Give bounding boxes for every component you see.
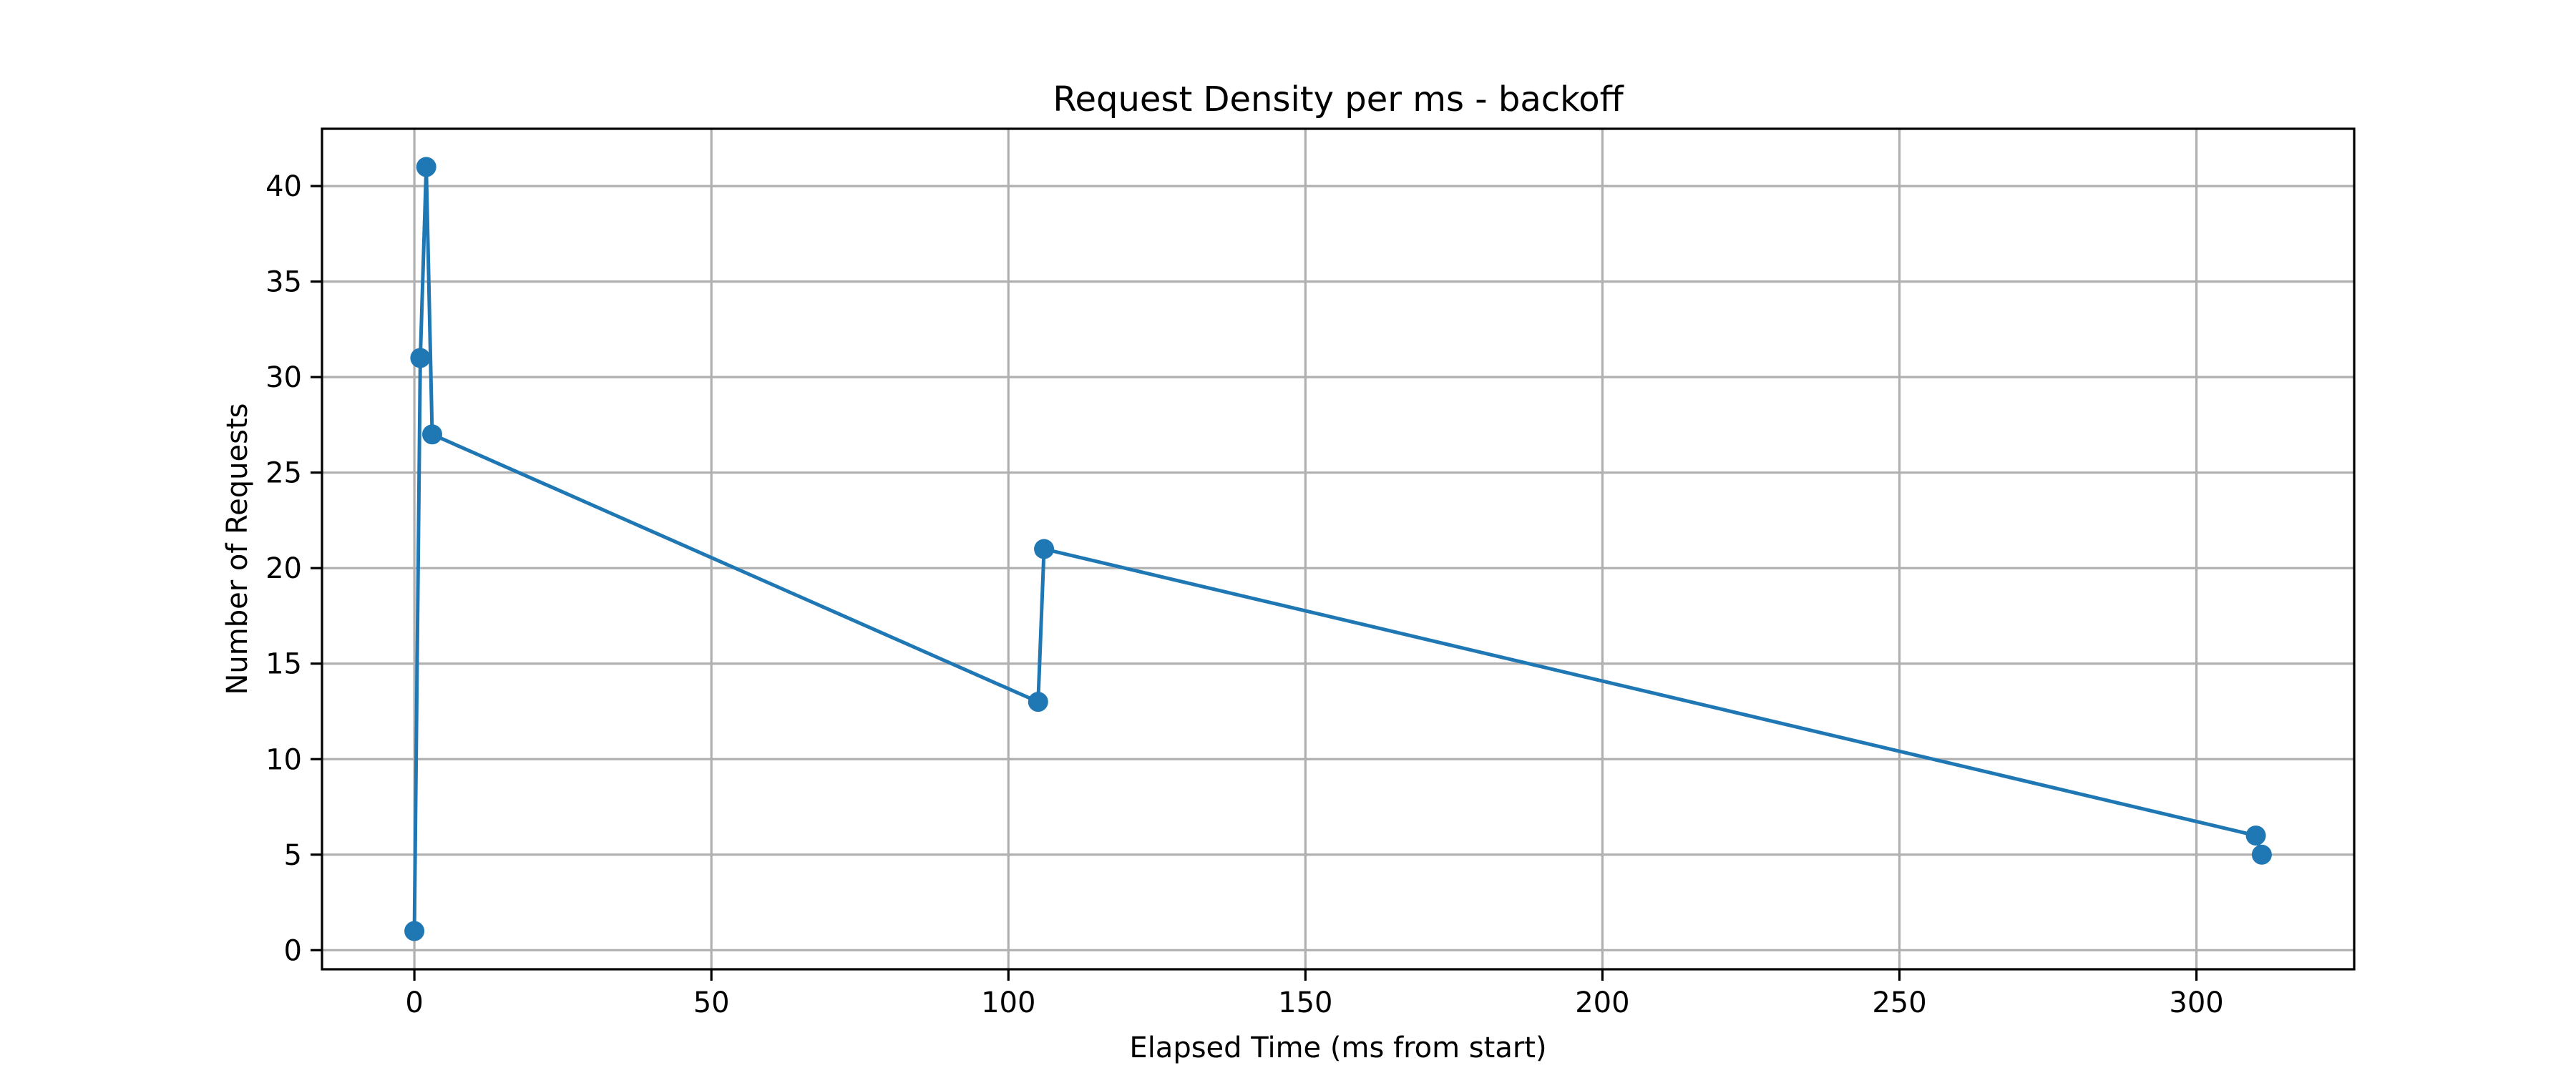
chart-title: Request Density per ms - backoff xyxy=(1053,79,1624,119)
series-layer xyxy=(404,157,2272,941)
y-axis-label: Number of Requests xyxy=(221,403,254,695)
y-tick-label: 10 xyxy=(265,743,302,776)
y-tick-label: 25 xyxy=(265,457,302,490)
data-point xyxy=(404,921,425,941)
y-tick-label: 5 xyxy=(284,839,302,872)
plot-area-frame xyxy=(321,127,2356,971)
data-point xyxy=(1034,539,1055,559)
data-point xyxy=(2245,825,2266,846)
data-point xyxy=(416,157,436,177)
x-tick-label: 200 xyxy=(1575,986,1629,1019)
data-point xyxy=(2251,844,2272,865)
x-tick-label: 250 xyxy=(1872,986,1926,1019)
x-tick-label: 150 xyxy=(1278,986,1332,1019)
x-axis-label: Elapsed Time (ms from start) xyxy=(1129,1032,1546,1064)
y-tick-label: 40 xyxy=(265,170,302,203)
y-tick-label: 30 xyxy=(265,361,302,394)
axis-ticks: 0 50 100 150 200 250 300 0 5 10 15 20 25 30 35 40 xyxy=(265,170,2224,1019)
y-tick-label: 35 xyxy=(265,266,302,299)
y-tick-label: 15 xyxy=(265,648,302,681)
x-tick-label: 300 xyxy=(2169,986,2223,1019)
data-point xyxy=(410,348,431,368)
grid xyxy=(322,129,2354,969)
y-tick-label: 0 xyxy=(284,934,302,967)
data-point xyxy=(1028,692,1048,712)
y-tick-label: 20 xyxy=(265,552,302,585)
x-tick-label: 0 xyxy=(405,986,423,1019)
data-point xyxy=(421,424,442,445)
x-tick-label: 50 xyxy=(693,986,730,1019)
x-tick-label: 100 xyxy=(981,986,1035,1019)
series-line xyxy=(412,165,2264,934)
